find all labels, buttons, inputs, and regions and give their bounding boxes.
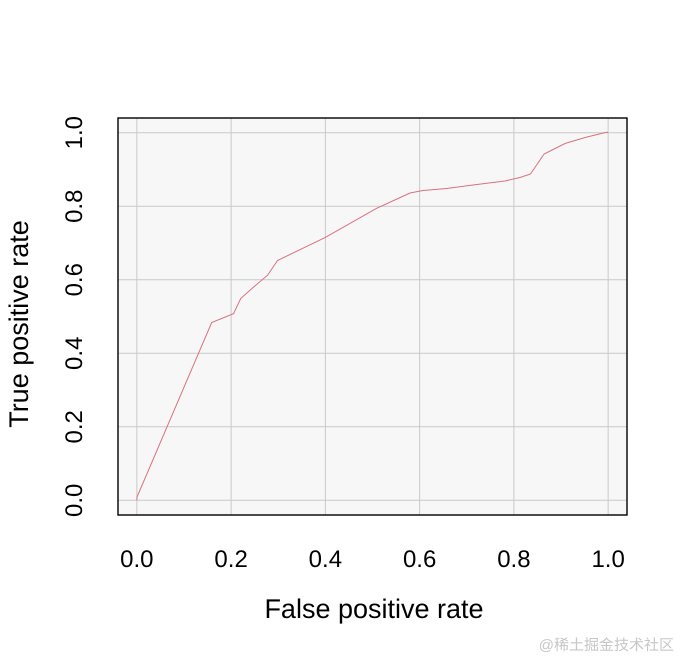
svg-text:0.0: 0.0: [120, 546, 153, 573]
svg-text:0.4: 0.4: [61, 337, 88, 370]
svg-text:0.0: 0.0: [61, 484, 88, 517]
svg-text:0.6: 0.6: [403, 546, 436, 573]
svg-text:True positive rate: True positive rate: [4, 220, 34, 428]
svg-text:False positive rate: False positive rate: [264, 594, 483, 624]
svg-text:1.0: 1.0: [591, 546, 624, 573]
svg-text:0.2: 0.2: [214, 546, 247, 573]
svg-text:0.8: 0.8: [497, 546, 530, 573]
svg-text:0.2: 0.2: [61, 410, 88, 443]
svg-text:0.8: 0.8: [61, 190, 88, 223]
svg-text:0.6: 0.6: [61, 263, 88, 296]
svg-text:0.4: 0.4: [309, 546, 342, 573]
svg-text:@稀土掘金技术社区: @稀土掘金技术社区: [539, 637, 674, 654]
svg-text:1.0: 1.0: [61, 116, 88, 149]
